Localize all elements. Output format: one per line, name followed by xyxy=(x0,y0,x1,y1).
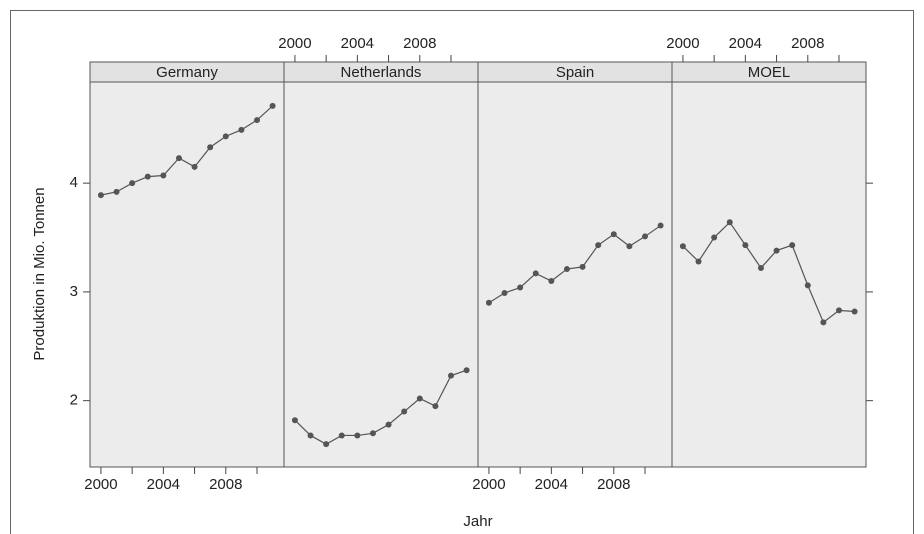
x-tick-label: 2008 xyxy=(791,35,824,52)
point xyxy=(98,192,104,198)
point xyxy=(486,300,492,306)
point xyxy=(727,219,733,225)
point xyxy=(464,367,470,373)
point xyxy=(354,432,360,438)
strip-label: Spain xyxy=(556,64,594,81)
x-tick-label: 2004 xyxy=(535,476,568,493)
point xyxy=(176,155,182,161)
point xyxy=(774,248,780,254)
point xyxy=(595,242,601,248)
y-tick-label: 3 xyxy=(70,283,78,300)
point xyxy=(548,278,554,284)
point xyxy=(223,133,229,139)
x-tick-label: 2000 xyxy=(278,35,311,52)
point xyxy=(238,127,244,133)
point xyxy=(805,282,811,288)
x-tick-label: 2000 xyxy=(666,35,699,52)
point xyxy=(564,266,570,272)
point xyxy=(386,422,392,428)
point xyxy=(742,242,748,248)
point xyxy=(160,173,166,179)
point xyxy=(207,144,213,150)
point xyxy=(339,432,345,438)
point xyxy=(129,180,135,186)
strip-label: Netherlands xyxy=(341,64,422,81)
x-tick-label: 2004 xyxy=(341,35,374,52)
point xyxy=(292,417,298,423)
x-tick-label: 2004 xyxy=(729,35,762,52)
point xyxy=(192,164,198,170)
panel xyxy=(284,82,478,467)
point xyxy=(517,285,523,291)
point xyxy=(696,258,702,264)
strip-label: Germany xyxy=(156,64,218,81)
y-axis-label: Produktion in Mio. Tonnen xyxy=(31,187,48,360)
point xyxy=(820,319,826,325)
page: {"chart_data": {"type": "line", "layout"… xyxy=(0,0,924,534)
point xyxy=(852,308,858,314)
point xyxy=(758,265,764,271)
panel xyxy=(478,82,672,467)
chart: Jahr Produktion in Mio. Tonnen 2 3 4 German… xyxy=(0,0,924,534)
point xyxy=(370,430,376,436)
point xyxy=(502,290,508,296)
point xyxy=(533,270,539,276)
point xyxy=(270,103,276,109)
point xyxy=(114,189,120,195)
point xyxy=(789,242,795,248)
panel xyxy=(90,82,284,467)
x-tick-label: 2000 xyxy=(472,476,505,493)
point xyxy=(642,233,648,239)
point xyxy=(711,235,717,241)
x-tick-label: 2000 xyxy=(84,476,117,493)
y-tick-label: 4 xyxy=(70,174,78,191)
y-tick-label: 2 xyxy=(70,392,78,409)
point xyxy=(417,395,423,401)
point xyxy=(580,264,586,270)
strip-label: MOEL xyxy=(748,64,791,81)
x-tick-label: 2008 xyxy=(597,476,630,493)
x-tick-label: 2004 xyxy=(147,476,180,493)
point xyxy=(658,223,664,229)
x-tick-label: 2008 xyxy=(403,35,436,52)
point xyxy=(254,117,260,123)
point xyxy=(626,243,632,249)
x-tick-label: 2008 xyxy=(209,476,242,493)
point xyxy=(308,432,314,438)
point xyxy=(145,174,151,180)
point xyxy=(680,243,686,249)
point xyxy=(836,307,842,313)
point xyxy=(432,403,438,409)
x-axis-label: Jahr xyxy=(463,513,492,530)
point xyxy=(401,409,407,415)
point xyxy=(611,231,617,237)
point xyxy=(448,373,454,379)
panel xyxy=(672,82,866,467)
point xyxy=(323,441,329,447)
